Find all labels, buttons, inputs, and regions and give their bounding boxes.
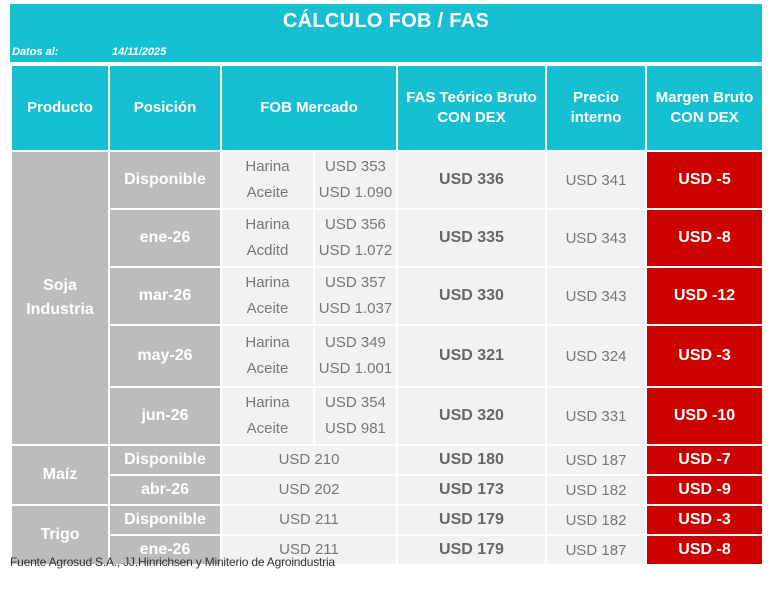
fob-subproduct: Acditd [246,242,289,259]
margen-cell: USD -9 [645,474,764,506]
fob-cell: Harina Acditd USD 356 USD 1.072 [220,208,398,268]
table-row: abr-26 USD 202 USD 173 USD 182 USD -9 [11,474,764,506]
table-row: mar-26 Harina Aceite USD 357 USD 1.037 USD… [11,266,764,326]
title-bar: CÁLCULO FOB / FAS Datos al: 14/11/2025 [10,4,762,62]
precio-cell: USD 187 [545,534,647,566]
fas-cell: USD 321 [396,324,547,388]
fob-subproduct: Aceite [246,420,289,437]
fas-cell: USD 180 [396,444,547,476]
product-maiz: Maíz [10,444,110,506]
fas-cell: USD 330 [396,266,547,326]
fas-cell: USD 173 [396,474,547,506]
table-row: jun-26 Harina Aceite USD 354 USD 981 USD 3… [11,386,764,446]
fas-cell: USD 336 [396,150,547,210]
fas-cell: USD 179 [396,534,547,566]
position-cell: Disponible [108,150,222,210]
header-margen-line2: CON DEX [670,109,739,126]
fas-cell: USD 335 [396,208,547,268]
precio-cell: USD 331 [545,386,647,446]
header-fas-line2: CON DEX [437,109,506,126]
table-row: may-26 Harina Aceite USD 349 USD 1.001 USD… [11,324,764,388]
page-title: CÁLCULO FOB / FAS [282,10,490,32]
fob-cell: USD 211 [220,534,398,566]
margen-cell: USD -10 [645,386,764,446]
fob-value: USD 1.072 [318,242,393,259]
fob-value: USD 353 [325,158,386,175]
table-row: Trigo Disponible USD 211 USD 179 USD 182… [10,504,764,566]
position-cell: abr-26 [108,474,222,506]
header-fas-line1: FAS Teórico Bruto [406,89,537,106]
table-row: ene-26 USD 211 USD 179 USD 187 USD -8 [11,534,764,566]
position-cell: mar-26 [108,266,222,326]
fob-value: USD 1.001 [318,360,393,377]
fob-fas-table: Producto Posición FOB Mercado FAS Teóric… [10,64,764,566]
position-cell: may-26 [108,324,222,388]
header-fas: FAS Teórico Bruto CON DEX [396,64,547,152]
margen-cell: USD -7 [645,444,764,476]
header-margen: Margen Bruto CON DEX [645,64,764,152]
source-footnote: Fuente Agrosud S.A., JJ.Hinrichsen y Min… [10,555,335,569]
margen-cell: USD -8 [645,534,764,566]
fob-subproduct: Harina [245,274,290,291]
table-row: ene-26 Harina Acditd USD 356 USD 1.072 USD… [11,208,764,268]
fob-subproduct: Harina [245,216,290,233]
header-fob: FOB Mercado [220,64,398,152]
precio-cell: USD 182 [545,504,647,536]
fob-cell: Harina Aceite USD 349 USD 1.001 [220,324,398,388]
precio-cell: USD 324 [545,324,647,388]
product-trigo: Trigo [10,504,110,566]
product-soja-line2: Industria [26,301,94,318]
fas-cell: USD 320 [396,386,547,446]
product-soja: Soja Industria [10,150,110,446]
fob-subproduct: Harina [245,158,290,175]
margen-cell: USD -3 [645,504,764,536]
fob-subproduct: Aceite [246,360,289,377]
position-cell: jun-26 [108,386,222,446]
header-precio-line2: interno [570,109,622,126]
table-row: Maíz Disponible USD 210 USD 180 USD 187 … [10,444,764,506]
header-row: Producto Posición FOB Mercado FAS Teóric… [10,64,764,152]
position-cell: Disponible [108,504,222,536]
header-posicion: Posición [108,64,222,152]
fob-value: USD 1.037 [318,300,393,317]
fob-subproduct: Harina [245,394,290,411]
header-precio: Precio interno [545,64,647,152]
fob-cell: Harina Aceite USD 357 USD 1.037 [220,266,398,326]
fob-value: USD 349 [325,334,386,351]
table-row: Soja Industria Disponible Harina Aceite U… [10,150,764,446]
margen-cell: USD -12 [645,266,764,326]
position-cell: ene-26 [108,534,222,566]
fob-cell: USD 210 [220,444,398,476]
header-precio-line1: Precio [573,89,619,106]
fob-cell: Harina Aceite USD 353 USD 1.090 [220,150,398,210]
precio-cell: USD 187 [545,444,647,476]
fas-cell: USD 179 [396,504,547,536]
margen-cell: USD -8 [645,208,764,268]
position-cell: Disponible [108,444,222,476]
fob-value: USD 981 [325,420,386,437]
fob-value: USD 357 [325,274,386,291]
fob-cell: USD 202 [220,474,398,506]
fob-subproduct: Aceite [246,184,289,201]
product-soja-line1: Soja [43,277,77,294]
fob-subproduct: Aceite [246,300,289,317]
precio-cell: USD 182 [545,474,647,506]
date-label: Datos al: [12,46,59,58]
position-cell: ene-26 [108,208,222,268]
precio-cell: USD 341 [545,150,647,210]
fob-value: USD 1.090 [318,184,393,201]
header-margen-line1: Margen Bruto [655,89,754,106]
date-value: 14/11/2025 [112,46,167,58]
fob-subproduct: Harina [245,334,290,351]
header-producto: Producto [10,64,110,152]
precio-cell: USD 343 [545,266,647,326]
fob-value: USD 354 [325,394,386,411]
precio-cell: USD 343 [545,208,647,268]
margen-cell: USD -3 [645,324,764,388]
fob-cell: USD 211 [220,504,398,536]
margen-cell: USD -5 [645,150,764,210]
fob-value: USD 356 [325,216,386,233]
fob-cell: Harina Aceite USD 354 USD 981 [220,386,398,446]
